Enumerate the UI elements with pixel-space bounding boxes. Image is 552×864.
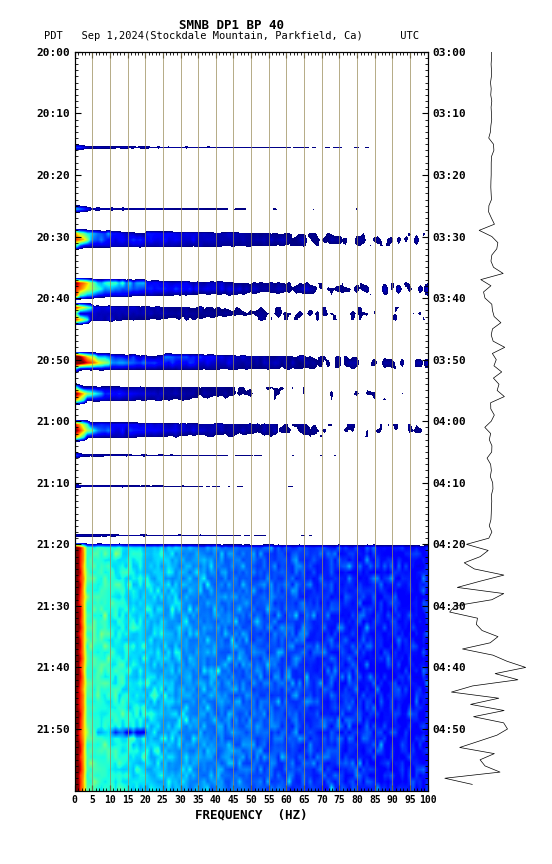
Text: SMNB DP1 BP 40: SMNB DP1 BP 40: [179, 19, 284, 32]
Text: PDT   Sep 1,2024(Stockdale Mountain, Parkfield, Ca)      UTC: PDT Sep 1,2024(Stockdale Mountain, Parkf…: [44, 31, 420, 41]
X-axis label: FREQUENCY  (HZ): FREQUENCY (HZ): [195, 808, 307, 821]
